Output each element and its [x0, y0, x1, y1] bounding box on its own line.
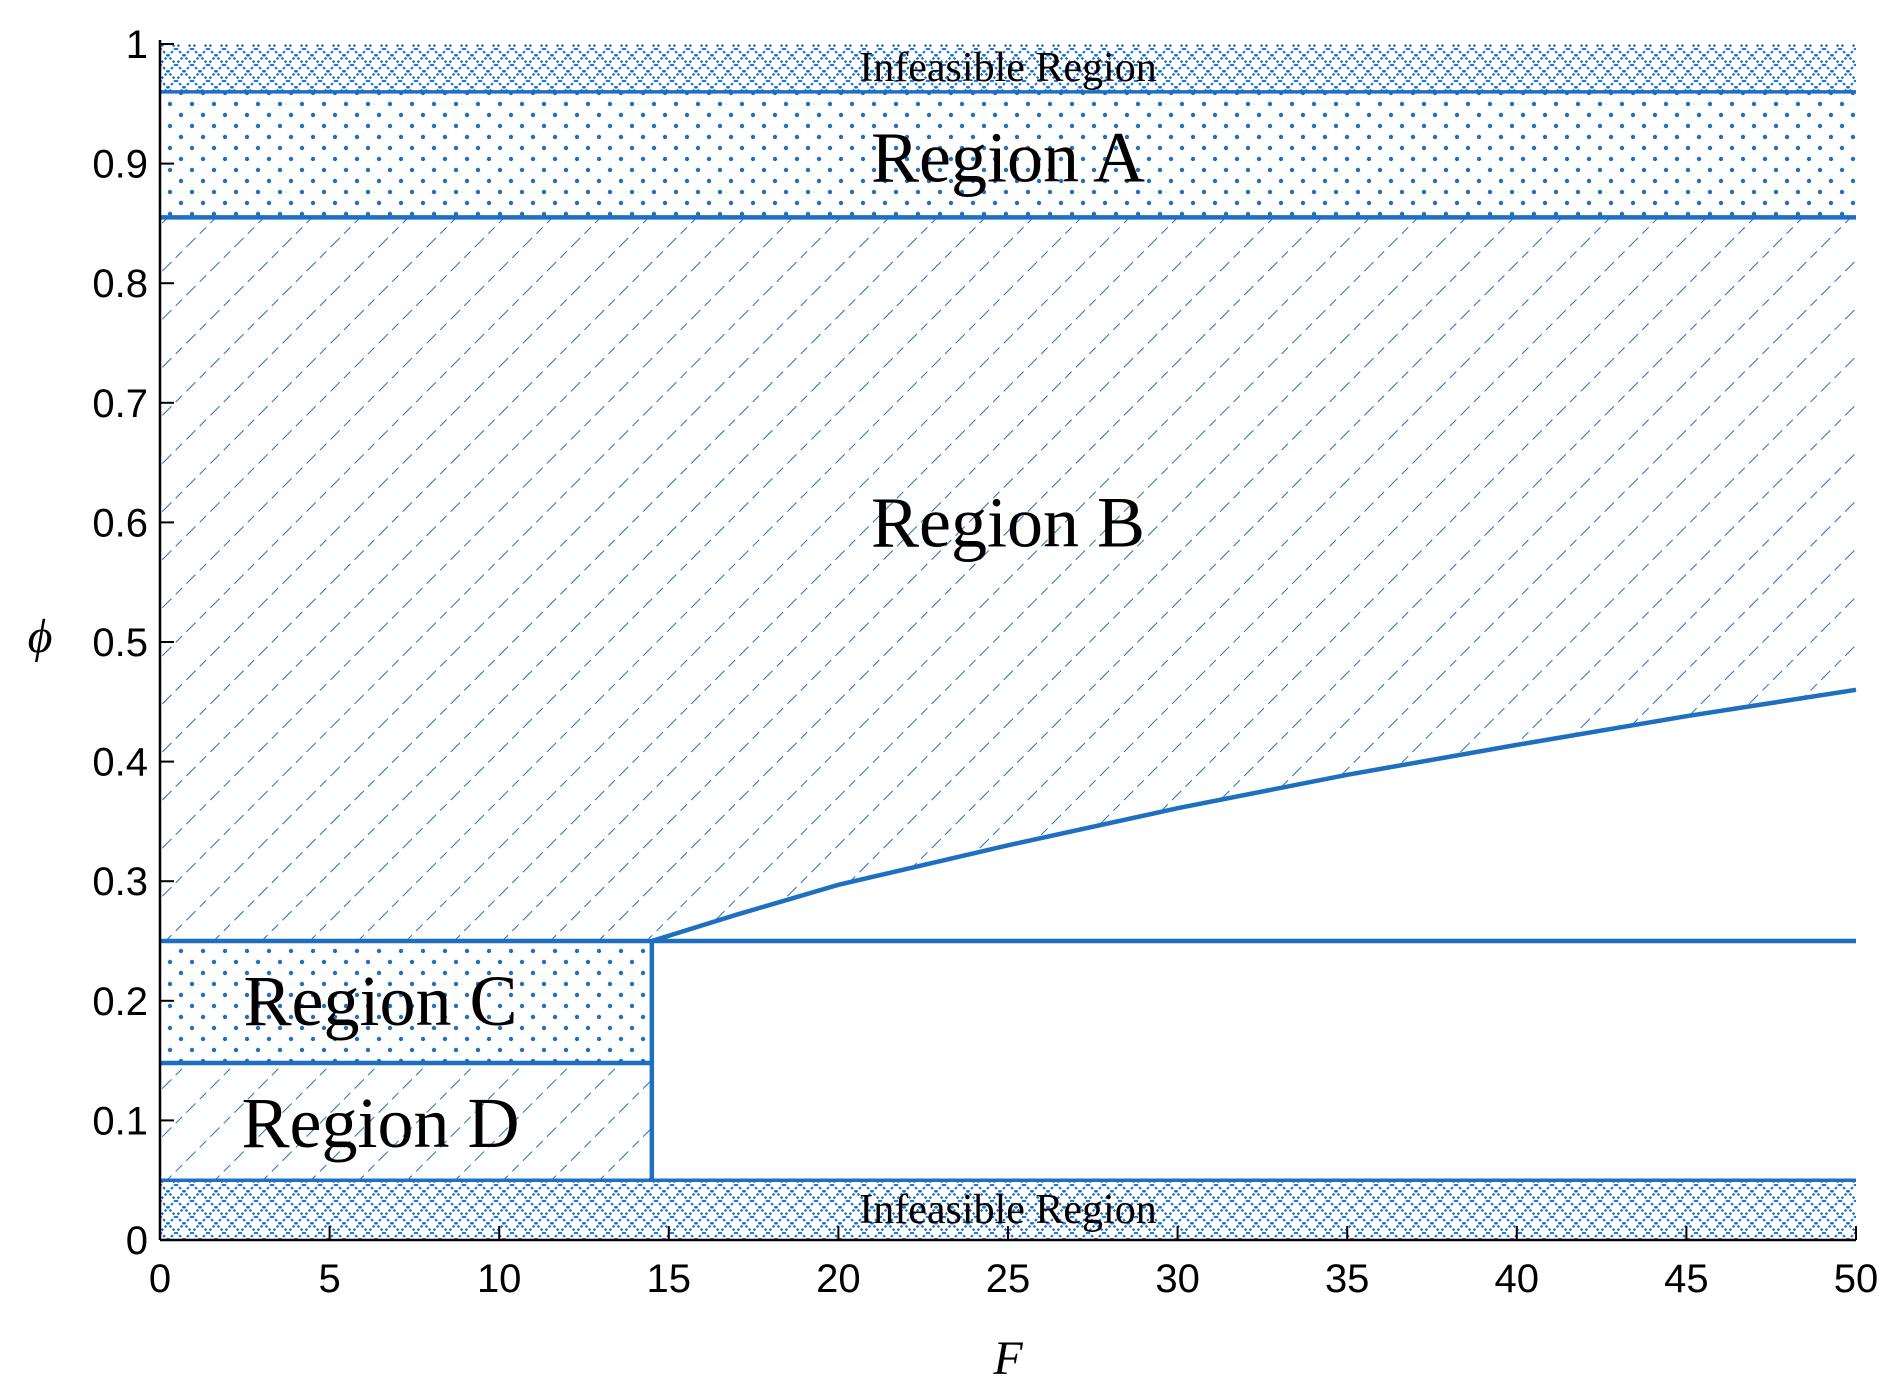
- y-tick-label: 0.1: [92, 1099, 148, 1143]
- y-tick-label: 1: [126, 23, 148, 67]
- region-fill-region-b: [160, 217, 1856, 941]
- boundary-curve: [651, 687, 1857, 944]
- x-tick-label: 5: [318, 1257, 340, 1301]
- x-tick-label: 10: [477, 1257, 522, 1301]
- y-axis-label: ϕ: [28, 610, 53, 663]
- axes: 0 5 10 15 20 25 30 35 40 45 50 0 0.1 0.2 0.3 0.4 0.5 0.6 0…: [92, 23, 1878, 1301]
- x-tick-label: 15: [647, 1257, 692, 1301]
- region-label-region-a: Region A: [871, 118, 1145, 198]
- y-tick-label: 0.4: [92, 741, 148, 785]
- y-tick-label: 0: [126, 1219, 148, 1263]
- x-tick-label: 20: [816, 1257, 861, 1301]
- region-fill-region-a: [160, 91, 1856, 218]
- region-labels: Infeasible Region Region A Region B Region …: [241, 45, 1156, 1233]
- region-label-region-b: Region B: [871, 482, 1145, 562]
- y-tick-label: 0.7: [92, 382, 148, 426]
- x-axis-label: F: [992, 1332, 1023, 1385]
- x-tick-label: 30: [1155, 1257, 1200, 1301]
- y-tick-label: 0.6: [92, 501, 148, 545]
- region-label-region-c: Region C: [243, 961, 517, 1041]
- x-tick-label: 25: [986, 1257, 1031, 1301]
- y-tick-label: 0.9: [92, 143, 148, 187]
- region-fill-region-d: [160, 1063, 652, 1181]
- y-tick-label: 0.5: [92, 621, 148, 665]
- region-fill-region-c: [160, 941, 652, 1063]
- y-tick-label: 0.8: [92, 262, 148, 306]
- x-tick-label: 45: [1664, 1257, 1709, 1301]
- y-tick-label: 0.2: [92, 980, 148, 1024]
- region-fill-infeasible-bottom: [160, 1180, 1856, 1240]
- region-label-region-d: Region D: [241, 1083, 519, 1163]
- x-tick-label: 40: [1495, 1257, 1540, 1301]
- region-label-infeasible-bottom: Infeasible Region: [859, 1187, 1156, 1233]
- x-tick-label: 50: [1834, 1257, 1879, 1301]
- x-tick-label: 0: [149, 1257, 171, 1301]
- x-tick-label: 35: [1325, 1257, 1370, 1301]
- region-label-infeasible-top: Infeasible Region: [859, 45, 1156, 91]
- region-fills: [160, 44, 1856, 1240]
- region-boundaries: [160, 90, 1857, 1182]
- region-fill-infeasible-top: [160, 44, 1856, 92]
- y-tick-label: 0.3: [92, 860, 148, 904]
